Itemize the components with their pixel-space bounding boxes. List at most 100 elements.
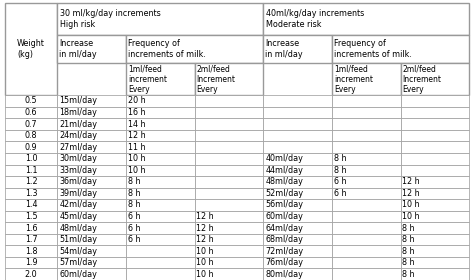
Text: 8 h: 8 h	[402, 247, 415, 256]
Bar	[401, 118, 469, 130]
Text: 12 h: 12 h	[197, 235, 214, 244]
Text: 72ml/day: 72ml/day	[265, 247, 303, 256]
Text: 12 h: 12 h	[402, 189, 420, 198]
Bar	[126, 130, 195, 141]
Bar	[126, 153, 195, 165]
Bar	[263, 269, 332, 280]
Bar	[57, 222, 126, 234]
Bar	[332, 35, 469, 63]
Bar	[126, 188, 195, 199]
Bar	[195, 234, 263, 245]
Bar	[401, 257, 469, 269]
Text: 18ml/day: 18ml/day	[59, 108, 97, 117]
Text: Increase
in ml/day: Increase in ml/day	[265, 39, 303, 59]
Text: 1.5: 1.5	[25, 212, 37, 221]
Text: 1.1: 1.1	[25, 166, 37, 175]
Text: 10 h: 10 h	[402, 200, 420, 209]
Bar	[5, 211, 57, 222]
Bar	[401, 245, 469, 257]
Text: 40ml/kg/day increments
Moderate risk: 40ml/kg/day increments Moderate risk	[266, 9, 365, 29]
Bar	[332, 165, 401, 176]
Bar	[5, 153, 57, 165]
Bar	[57, 199, 126, 211]
Bar	[57, 176, 126, 188]
Text: 16 h: 16 h	[128, 108, 146, 117]
Bar	[126, 234, 195, 245]
Bar	[126, 95, 195, 107]
Bar	[126, 63, 195, 95]
Bar	[5, 130, 57, 141]
Bar	[57, 3, 263, 35]
Bar	[195, 130, 263, 141]
Text: 36ml/day: 36ml/day	[59, 177, 97, 186]
Text: 60ml/day: 60ml/day	[265, 212, 303, 221]
Bar	[263, 3, 469, 35]
Bar	[401, 211, 469, 222]
Bar	[5, 199, 57, 211]
Bar	[332, 63, 401, 95]
Text: 12 h: 12 h	[197, 223, 214, 232]
Bar	[332, 211, 401, 222]
Text: 6 h: 6 h	[128, 235, 140, 244]
Bar	[5, 188, 57, 199]
Text: 44ml/day: 44ml/day	[265, 166, 303, 175]
Text: 40ml/day: 40ml/day	[265, 154, 303, 163]
Bar	[263, 234, 332, 245]
Bar	[401, 153, 469, 165]
Text: 8 h: 8 h	[402, 258, 415, 267]
Bar	[401, 107, 469, 118]
Bar	[57, 141, 126, 153]
Bar	[263, 165, 332, 176]
Bar	[263, 107, 332, 118]
Text: 0.5: 0.5	[25, 97, 37, 106]
Text: 6 h: 6 h	[128, 223, 140, 232]
Bar	[195, 269, 263, 280]
Bar	[401, 269, 469, 280]
Text: 8 h: 8 h	[128, 189, 140, 198]
Text: 45ml/day: 45ml/day	[59, 212, 97, 221]
Bar	[401, 188, 469, 199]
Text: 10 h: 10 h	[197, 270, 214, 279]
Bar	[332, 95, 401, 107]
Text: 1.8: 1.8	[25, 247, 37, 256]
Text: 0.9: 0.9	[25, 143, 37, 152]
Bar	[263, 35, 332, 63]
Text: 33ml/day: 33ml/day	[59, 166, 97, 175]
Bar	[195, 257, 263, 269]
Text: 48ml/day: 48ml/day	[59, 223, 97, 232]
Bar	[5, 3, 57, 95]
Text: 8 h: 8 h	[402, 270, 415, 279]
Text: 1.6: 1.6	[25, 223, 37, 232]
Text: 1.7: 1.7	[25, 235, 37, 244]
Text: 24ml/day: 24ml/day	[59, 131, 97, 140]
Bar	[263, 176, 332, 188]
Text: 20 h: 20 h	[128, 97, 146, 106]
Bar	[5, 269, 57, 280]
Bar	[401, 234, 469, 245]
Bar	[195, 188, 263, 199]
Bar	[126, 176, 195, 188]
Bar	[57, 153, 126, 165]
Text: 8 h: 8 h	[334, 166, 346, 175]
Text: 1.0: 1.0	[25, 154, 37, 163]
Bar	[57, 118, 126, 130]
Bar	[332, 130, 401, 141]
Bar	[57, 35, 126, 63]
Text: 10 h: 10 h	[128, 166, 146, 175]
Bar	[332, 188, 401, 199]
Bar	[195, 165, 263, 176]
Text: 10 h: 10 h	[197, 247, 214, 256]
Bar	[126, 107, 195, 118]
Bar	[126, 269, 195, 280]
Bar	[332, 176, 401, 188]
Text: 10 h: 10 h	[197, 258, 214, 267]
Bar	[126, 222, 195, 234]
Text: 1.9: 1.9	[25, 258, 37, 267]
Text: 30ml/day: 30ml/day	[59, 154, 97, 163]
Text: 68ml/day: 68ml/day	[265, 235, 303, 244]
Bar	[57, 211, 126, 222]
Bar	[332, 234, 401, 245]
Text: Increase
in ml/day: Increase in ml/day	[59, 39, 97, 59]
Text: 8 h: 8 h	[402, 235, 415, 244]
Bar	[57, 188, 126, 199]
